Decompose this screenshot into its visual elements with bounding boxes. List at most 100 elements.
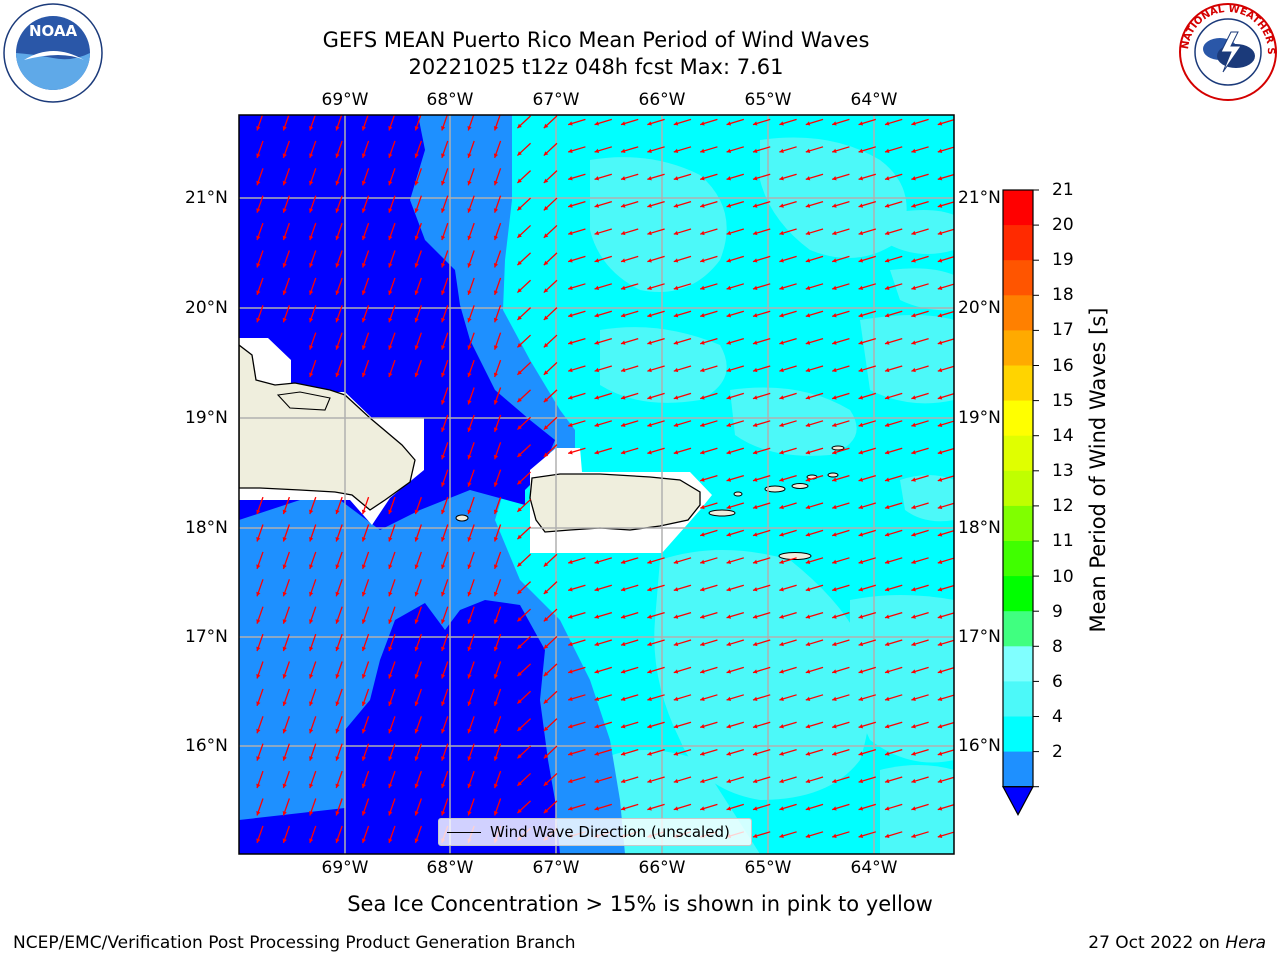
wind-arrow-269 [516,389,532,403]
lon-tick-bottom-65: 65°W [744,858,792,878]
wind-arrow-163 [282,277,290,296]
wind-arrow-309 [516,444,532,458]
wind-arrow-526 [493,688,502,707]
wind-arrow-374 [752,529,771,537]
wind-arrow-239 [911,337,929,345]
wind-arrow-171 [493,277,502,296]
wind-arrow-432 [858,584,877,592]
wind-arrow-396 [620,557,639,564]
wind-arrow-244 [388,359,396,378]
wind-arrow-413 [361,579,370,597]
colorbar-tick-2: 2 [1052,742,1063,762]
wind-arrow-44 [699,146,718,153]
wind-arrow-74 [779,173,797,181]
wind-arrow-248 [493,359,502,378]
wind-arrow-271 [567,392,586,400]
wind-arrow-614 [673,776,692,784]
lon-tick-top-66: 66°W [638,90,686,110]
wind-arrow-637 [567,803,586,811]
wind-arrow-57 [335,168,343,186]
wind-arrow-212 [858,310,877,318]
wind-arrow-150 [647,255,665,263]
wind-arrow-425 [673,584,692,592]
wind-arrow-492 [309,661,317,679]
wind-arrow-224 [516,334,532,348]
colorbar-tick-18: 18 [1052,285,1074,305]
wind-arrow-404 [831,557,850,564]
wind-arrow-611 [594,776,613,784]
wind-arrow-71 [699,173,718,181]
wind-arrow-90 [493,195,502,213]
wind-arrow-326 [441,469,449,487]
wind-arrow-536 [752,694,771,701]
wind-arrow-439 [335,606,343,624]
colorbar-tick-4: 4 [1052,707,1063,727]
colorbar-segment-5 [1003,365,1033,402]
wind-arrow-282 [858,392,877,400]
wind-arrow-595 [884,748,903,756]
wind-arrow-516 [937,667,954,674]
map-legend: Wind Wave Direction (unscaled) [438,818,752,846]
wind-arrow-228 [620,337,639,345]
wind-arrow-121 [594,228,613,236]
wind-arrow-505 [647,666,665,674]
lon-tick-bottom-64: 64°W [850,858,898,878]
wind-arrow-7 [441,115,448,131]
wind-arrow-466 [335,633,343,652]
footer-date-text: 27 Oct 2022 on [1088,933,1226,953]
wind-arrow-566 [831,721,850,729]
wind-arrow-539 [831,694,850,701]
lon-tick-top-69: 69°W [321,90,369,110]
colorbar-label: Mean Period of Wind Waves [s] [1086,307,1110,633]
wind-arrow-652 [256,825,264,844]
wind-arrow-559 [647,721,665,729]
wind-arrow-325 [937,447,954,455]
wind-arrow-147 [567,255,586,263]
wind-arrow-19 [752,118,771,126]
lat-tick-left-18: 18°N [185,518,228,538]
wind-arrow-17 [699,118,718,126]
wind-arrow-6 [414,115,422,131]
wind-arrow-346 [414,496,422,515]
wind-arrow-405 [858,557,877,564]
wind-arrow-111 [335,222,343,241]
wind-arrow-120 [567,228,586,236]
wind-arrow-184 [831,283,850,290]
wind-arrow-273 [620,392,639,400]
colorbar-segment-8 [1003,470,1033,507]
wind-arrow-172 [516,279,532,294]
wind-arrow-455 [752,611,771,619]
wind-arrow-56 [309,168,317,186]
sea-ice-note: Sea Ice Concentration > 15% is shown in … [347,892,933,916]
wind-arrow-353 [752,502,771,510]
wind-arrow-356 [831,502,850,510]
wind-arrow-408 [937,557,954,564]
wind-arrow-564 [779,721,797,729]
colorbar-segment-7 [1003,435,1033,472]
wind-arrow-570 [937,721,954,729]
wind-arrow-27 [256,140,264,159]
wind-arrow-123 [647,228,665,236]
wind-arrow-235 [805,337,824,345]
wind-arrow-544 [256,716,264,734]
wind-arrow-99 [726,200,745,208]
wind-arrow-381 [937,530,954,537]
wind-arrow-308 [493,442,502,460]
wind-arrow-178 [673,283,692,290]
wind-arrow-115 [441,222,449,241]
wind-arrow-341 [282,496,290,515]
wind-arrow-107 [937,201,954,208]
wind-arrow-358 [884,502,903,510]
wind-arrow-333 [779,474,797,482]
wind-arrow-211 [831,310,850,318]
wind-arrow-236 [831,337,850,345]
wind-arrow-159 [884,255,903,263]
wind-arrow-420 [543,581,558,595]
wind-arrow-38 [543,142,558,157]
wind-arrow-430 [805,584,824,592]
wind-arrow-262 [858,365,877,373]
wind-arrow-557 [594,721,613,729]
wind-arrow-373 [726,529,745,537]
wind-arrow-629 [361,798,370,816]
